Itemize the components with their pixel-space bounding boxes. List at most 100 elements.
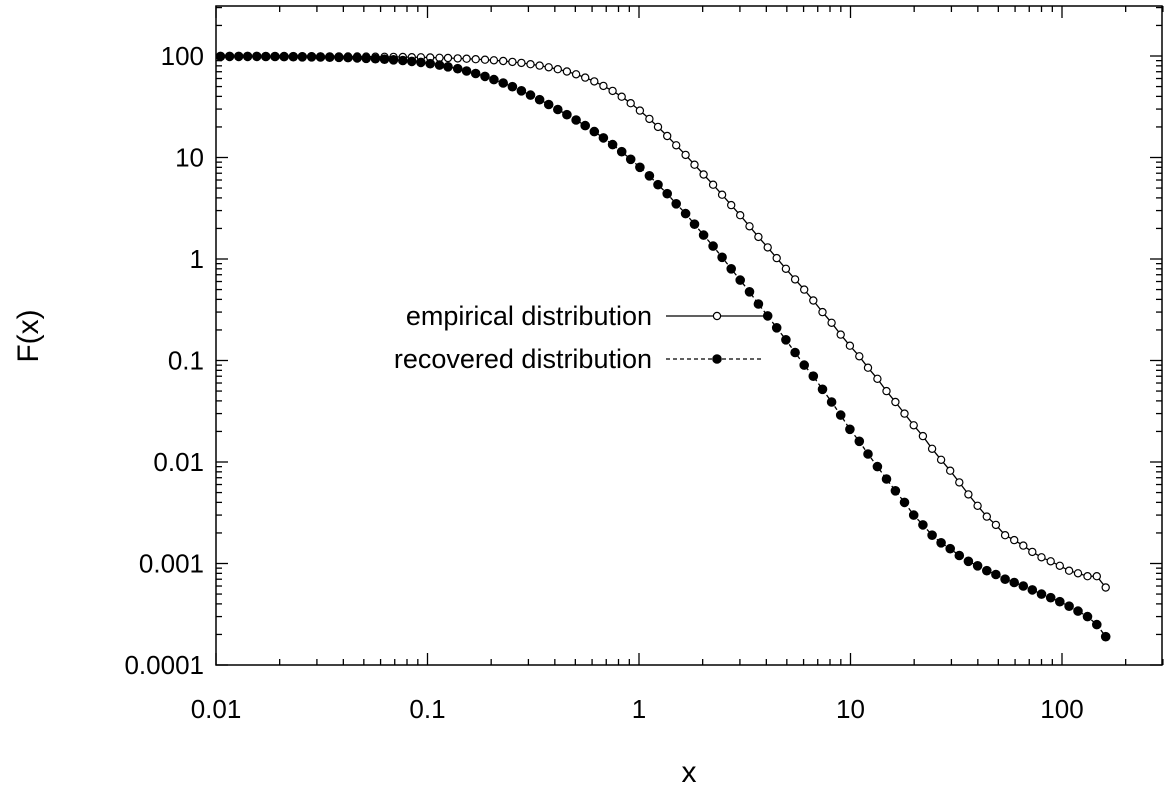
data-point <box>562 109 572 120</box>
data-point <box>480 55 490 64</box>
data-point <box>771 322 782 333</box>
data-point <box>508 57 517 67</box>
data-point <box>936 455 946 464</box>
data-point <box>763 243 772 252</box>
data-point <box>653 179 663 190</box>
data-point <box>397 55 408 66</box>
data-point <box>790 275 800 284</box>
data-point <box>1073 569 1083 578</box>
data-point <box>599 81 608 91</box>
data-point <box>343 52 353 63</box>
x-tick-label: 100 <box>1040 694 1083 724</box>
data-point <box>818 307 827 317</box>
data-point <box>499 56 508 66</box>
plot-frame <box>215 5 1163 666</box>
data-point <box>625 154 636 165</box>
data-point <box>781 334 791 345</box>
data-point <box>507 81 518 92</box>
data-point <box>608 86 617 96</box>
data-point <box>1010 535 1019 545</box>
data-point <box>799 360 809 370</box>
data-point <box>471 55 480 64</box>
data-point <box>453 54 462 63</box>
data-point <box>900 409 909 418</box>
data-point <box>288 51 299 62</box>
data-point <box>251 51 262 62</box>
data-point <box>260 51 271 62</box>
data-point <box>927 530 937 540</box>
series-1 <box>216 52 1110 592</box>
data-point <box>379 54 390 64</box>
data-point <box>334 52 344 63</box>
data-point <box>717 190 727 199</box>
data-point <box>434 60 445 70</box>
data-point <box>489 56 499 65</box>
data-point <box>571 115 581 125</box>
data-point <box>553 64 563 74</box>
data-point <box>762 311 773 321</box>
data-point <box>480 71 490 82</box>
data-point <box>991 569 1001 580</box>
data-point <box>809 296 818 305</box>
data-point <box>963 556 974 567</box>
data-point <box>580 120 590 131</box>
y-tick-label: 0.01 <box>153 447 204 477</box>
data-point <box>544 63 553 72</box>
data-point <box>671 199 681 209</box>
data-point <box>1055 596 1065 607</box>
data-point <box>708 241 718 251</box>
data-point <box>891 397 900 407</box>
data-point <box>698 230 709 240</box>
data-point <box>1064 601 1074 611</box>
data-point <box>517 58 526 68</box>
data-point <box>270 51 280 62</box>
data-point <box>717 252 727 263</box>
data-point <box>1082 611 1093 622</box>
data-point <box>754 232 763 242</box>
data-point <box>543 99 554 110</box>
data-point <box>535 61 544 70</box>
data-point <box>899 497 910 508</box>
data-point <box>882 386 891 396</box>
data-point <box>297 51 308 62</box>
data-point <box>388 54 399 65</box>
data-point <box>1101 583 1110 592</box>
data-point <box>526 59 535 69</box>
data-point <box>918 520 928 530</box>
data-point <box>361 53 371 64</box>
data-point <box>662 188 672 199</box>
x-tick-label: 0.01 <box>191 694 242 724</box>
x-axis-ticks: 0.01 0.1 1 10 100 <box>191 6 1164 724</box>
data-point <box>1073 606 1083 616</box>
data-point <box>489 74 499 85</box>
data-point <box>873 374 882 383</box>
data-point <box>1019 541 1028 550</box>
x-tick-label: 10 <box>836 694 865 724</box>
x-tick-label: 0.1 <box>409 694 445 724</box>
legend-label: empirical distribution <box>406 301 652 331</box>
series-2 <box>215 51 1111 642</box>
data-point <box>945 543 955 554</box>
data-point <box>736 210 745 220</box>
data-point <box>306 51 317 62</box>
legend-marker <box>712 311 722 321</box>
data-point <box>680 208 691 219</box>
data-point <box>224 51 235 62</box>
data-point <box>672 141 681 150</box>
data-point <box>981 565 992 576</box>
data-point <box>890 485 901 496</box>
data-point <box>1018 581 1029 591</box>
data-point <box>790 347 800 358</box>
series-line <box>220 55 1107 638</box>
y-axis-label: F(x) <box>12 309 45 362</box>
data-point <box>863 363 873 372</box>
y-tick-label: 100 <box>161 41 204 71</box>
y-tick-label: 0.001 <box>139 549 204 579</box>
data-point <box>242 51 253 62</box>
data-point <box>872 461 883 472</box>
data-point <box>571 70 581 79</box>
y-tick-label: 0.0001 <box>124 650 204 680</box>
data-point <box>516 86 527 96</box>
data-point <box>936 537 946 548</box>
